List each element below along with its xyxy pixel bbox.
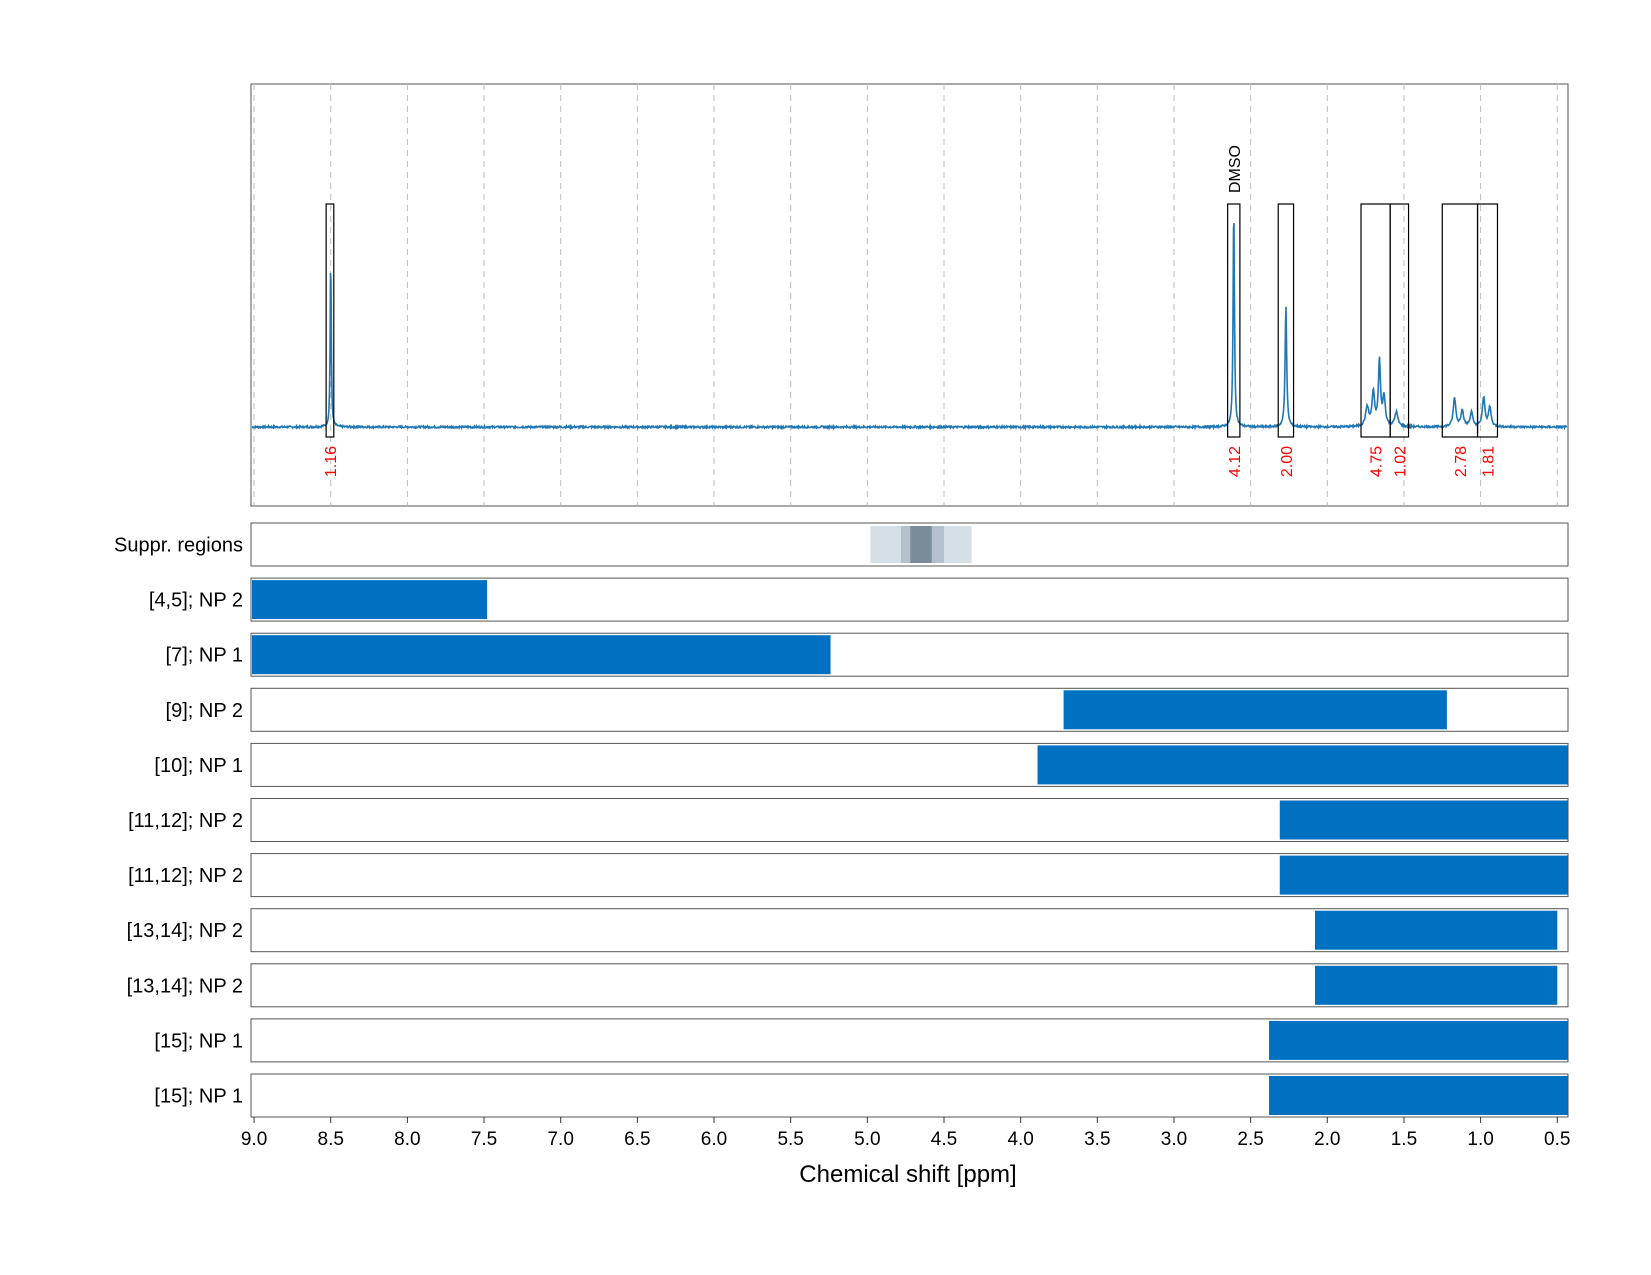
lane-label: [13,14]; NP 2 — [127, 975, 243, 997]
x-tick-label: 3.5 — [1084, 1129, 1110, 1150]
integration-value: 2.00 — [1279, 446, 1296, 477]
integration-value: 1.02 — [1392, 446, 1409, 477]
lane-label: [4,5]; NP 2 — [149, 590, 243, 612]
lane-label: [11,12]; NP 2 — [128, 865, 243, 887]
integration-region-box — [1227, 203, 1241, 438]
x-tick-label: 2.0 — [1314, 1129, 1340, 1150]
x-tick-label: 1.0 — [1467, 1129, 1493, 1150]
integration-region-box — [1476, 203, 1499, 438]
range-bar — [1279, 800, 1568, 840]
range-bar — [1037, 745, 1568, 785]
x-tick-label: 6.0 — [701, 1129, 727, 1150]
x-tick-label: 1.5 — [1391, 1129, 1417, 1150]
x-axis-label: Chemical shift [ppm] — [799, 1161, 1016, 1188]
x-tick-label: 2.5 — [1237, 1129, 1263, 1150]
range-bar — [1269, 1076, 1568, 1115]
x-tick-label: 3.0 — [1161, 1129, 1187, 1150]
x-axis: 9.0 8.5 8.0 7.5 7.0 6.5 6.0 5.5 5.0 4.5 4.0 3.5 3.0 2… — [241, 1117, 1570, 1150]
lane-label: [15]; NP 1 — [154, 1030, 243, 1052]
x-tick-label: 4.5 — [931, 1129, 957, 1150]
lane-label: [7]; NP 1 — [166, 645, 243, 667]
integration-value: 4.12 — [1227, 446, 1244, 477]
integration-value: 2.78 — [1453, 446, 1470, 477]
x-tick-label: 5.5 — [777, 1129, 803, 1150]
lane-label: [10]; NP 1 — [154, 755, 243, 777]
range-bar — [1269, 1020, 1568, 1060]
suppression-region — [910, 526, 932, 563]
x-tick-label: 7.0 — [547, 1129, 573, 1150]
integration-value: 4.75 — [1369, 446, 1386, 477]
range-bar — [1315, 910, 1558, 950]
range-bar — [252, 635, 831, 675]
integration-region-box — [1389, 203, 1410, 438]
x-tick-label: 5.0 — [854, 1129, 880, 1150]
spectrum-panel: 1.16 4.12 DMSO 2.00 4.75 1.02 2.78 1.81 — [250, 83, 1569, 507]
x-tick-label: 4.0 — [1007, 1129, 1033, 1150]
x-tick-label: 0.5 — [1544, 1129, 1570, 1150]
range-bar — [1063, 690, 1447, 730]
range-bar — [252, 580, 488, 620]
lane-label: [11,12]; NP 2 — [128, 810, 243, 832]
lane-label: [13,14]; NP 2 — [127, 920, 243, 942]
integration-value: 1.16 — [323, 446, 340, 477]
x-tick-label: 7.5 — [471, 1129, 497, 1150]
peak-annotation: DMSO — [1227, 145, 1244, 193]
range-bar — [1315, 965, 1558, 1005]
range-bar — [1279, 855, 1568, 895]
spectrum-frame — [250, 83, 1569, 507]
integration-region-box — [325, 203, 335, 438]
lane-label: [9]; NP 2 — [166, 700, 243, 722]
x-tick-label: 8.5 — [318, 1129, 344, 1150]
integration-value: 1.81 — [1481, 446, 1498, 477]
x-tick-label: 6.5 — [624, 1129, 650, 1150]
x-tick-label: 8.0 — [394, 1129, 420, 1150]
spectrum-trace — [251, 223, 1568, 431]
integration-region-box — [1277, 203, 1295, 438]
lane-label: [15]; NP 1 — [154, 1086, 243, 1108]
x-tick-label: 9.0 — [241, 1129, 267, 1150]
lanes-group: Suppr. regions [4,5]; NP 2 [7]; NP 1 [9]; N… — [114, 522, 1569, 1118]
lane-label: Suppr. regions — [114, 535, 243, 557]
